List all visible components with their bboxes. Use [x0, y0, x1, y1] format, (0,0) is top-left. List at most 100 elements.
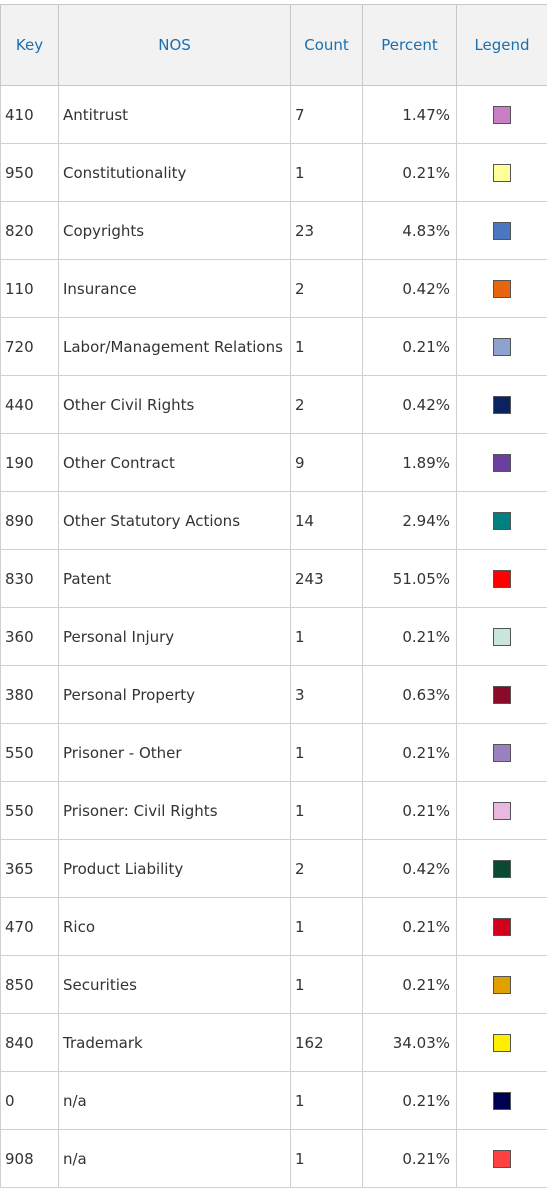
- header-row: Key NOS Count Percent Legend: [0, 4, 547, 86]
- count-cell: 1: [290, 723, 363, 782]
- table-row: 365 Product Liability 2 0.42%: [0, 839, 547, 898]
- legend-cell: [456, 839, 547, 898]
- percent-cell: 0.42%: [362, 259, 457, 318]
- legend-swatch: [493, 917, 511, 936]
- count-cell: 1: [290, 781, 363, 840]
- key-cell: 470: [0, 897, 59, 956]
- key-cell: 830: [0, 549, 59, 608]
- count-cell: 7: [290, 85, 363, 144]
- nos-table: Key NOS Count Percent Legend 410 Antitrust 7 1.…: [0, 4, 547, 1188]
- nos-cell: Trademark: [58, 1013, 291, 1072]
- nos-cell: Prisoner: Civil Rights: [58, 781, 291, 840]
- count-cell: 1: [290, 317, 363, 376]
- percent-cell: 0.21%: [362, 1071, 457, 1130]
- nos-cell: Antitrust: [58, 85, 291, 144]
- nos-cell: Other Civil Rights: [58, 375, 291, 434]
- percent-cell: 4.83%: [362, 201, 457, 260]
- legend-swatch: [493, 685, 511, 704]
- key-cell: 190: [0, 433, 59, 492]
- percent-cell: 0.21%: [362, 1129, 457, 1188]
- column-header: Percent: [362, 4, 457, 86]
- count-cell: 2: [290, 259, 363, 318]
- key-cell: 550: [0, 781, 59, 840]
- count-cell: 1: [290, 607, 363, 666]
- percent-cell: 1.47%: [362, 85, 457, 144]
- legend-cell: [456, 375, 547, 434]
- table-row: 190 Other Contract 9 1.89%: [0, 433, 547, 492]
- key-cell: 0: [0, 1071, 59, 1130]
- legend-cell: [456, 317, 547, 376]
- legend-swatch: [493, 801, 511, 820]
- legend-swatch: [493, 975, 511, 994]
- key-cell: 380: [0, 665, 59, 724]
- table-body: 410 Antitrust 7 1.47% 950 Constitutionality 1 0…: [0, 85, 547, 1188]
- key-cell: 365: [0, 839, 59, 898]
- key-cell: 440: [0, 375, 59, 434]
- percent-cell: 34.03%: [362, 1013, 457, 1072]
- percent-cell: 0.21%: [362, 607, 457, 666]
- count-cell: 9: [290, 433, 363, 492]
- percent-cell: 51.05%: [362, 549, 457, 608]
- legend-swatch: [493, 511, 511, 530]
- nos-cell: Patent: [58, 549, 291, 608]
- count-cell: 14: [290, 491, 363, 550]
- legend-swatch: [493, 627, 511, 646]
- count-cell: 3: [290, 665, 363, 724]
- table-row: 908 n/a 1 0.21%: [0, 1129, 547, 1188]
- table-row: 360 Personal Injury 1 0.21%: [0, 607, 547, 666]
- legend-swatch: [493, 743, 511, 762]
- table-row: 550 Prisoner - Other 1 0.21%: [0, 723, 547, 782]
- legend-cell: [456, 1129, 547, 1188]
- column-header: Legend: [456, 4, 547, 86]
- nos-cell: Insurance: [58, 259, 291, 318]
- table-row: 0 n/a 1 0.21%: [0, 1071, 547, 1130]
- table-row: 850 Securities 1 0.21%: [0, 955, 547, 1014]
- key-cell: 360: [0, 607, 59, 666]
- nos-cell: Prisoner - Other: [58, 723, 291, 782]
- legend-cell: [456, 723, 547, 782]
- percent-cell: 0.21%: [362, 897, 457, 956]
- percent-cell: 0.21%: [362, 781, 457, 840]
- key-cell: 840: [0, 1013, 59, 1072]
- percent-cell: 2.94%: [362, 491, 457, 550]
- legend-cell: [456, 955, 547, 1014]
- nos-cell: n/a: [58, 1129, 291, 1188]
- nos-cell: Product Liability: [58, 839, 291, 898]
- nos-cell: Rico: [58, 897, 291, 956]
- table-row: 950 Constitutionality 1 0.21%: [0, 143, 547, 202]
- table-header: Key NOS Count Percent Legend: [0, 4, 547, 86]
- nos-cell: Labor/Management Relations: [58, 317, 291, 376]
- table-row: 820 Copyrights 23 4.83%: [0, 201, 547, 260]
- count-cell: 1: [290, 143, 363, 202]
- key-cell: 850: [0, 955, 59, 1014]
- key-cell: 890: [0, 491, 59, 550]
- key-cell: 110: [0, 259, 59, 318]
- legend-swatch: [493, 163, 511, 182]
- legend-cell: [456, 781, 547, 840]
- legend-swatch: [493, 337, 511, 356]
- table-row: 720 Labor/Management Relations 1 0.21%: [0, 317, 547, 376]
- table-row: 840 Trademark 162 34.03%: [0, 1013, 547, 1072]
- count-cell: 1: [290, 955, 363, 1014]
- legend-cell: [456, 897, 547, 956]
- nos-cell: Constitutionality: [58, 143, 291, 202]
- count-cell: 2: [290, 375, 363, 434]
- key-cell: 550: [0, 723, 59, 782]
- count-cell: 23: [290, 201, 363, 260]
- nos-cell: n/a: [58, 1071, 291, 1130]
- legend-cell: [456, 433, 547, 492]
- legend-cell: [456, 665, 547, 724]
- table-row: 410 Antitrust 7 1.47%: [0, 85, 547, 144]
- legend-cell: [456, 607, 547, 666]
- nos-cell: Personal Injury: [58, 607, 291, 666]
- key-cell: 950: [0, 143, 59, 202]
- count-cell: 1: [290, 1129, 363, 1188]
- nos-cell: Securities: [58, 955, 291, 1014]
- legend-swatch: [493, 453, 511, 472]
- legend-swatch: [493, 1149, 511, 1168]
- key-cell: 410: [0, 85, 59, 144]
- legend-swatch: [493, 1091, 511, 1110]
- column-header: Key: [0, 4, 59, 86]
- legend-cell: [456, 201, 547, 260]
- percent-cell: 0.21%: [362, 143, 457, 202]
